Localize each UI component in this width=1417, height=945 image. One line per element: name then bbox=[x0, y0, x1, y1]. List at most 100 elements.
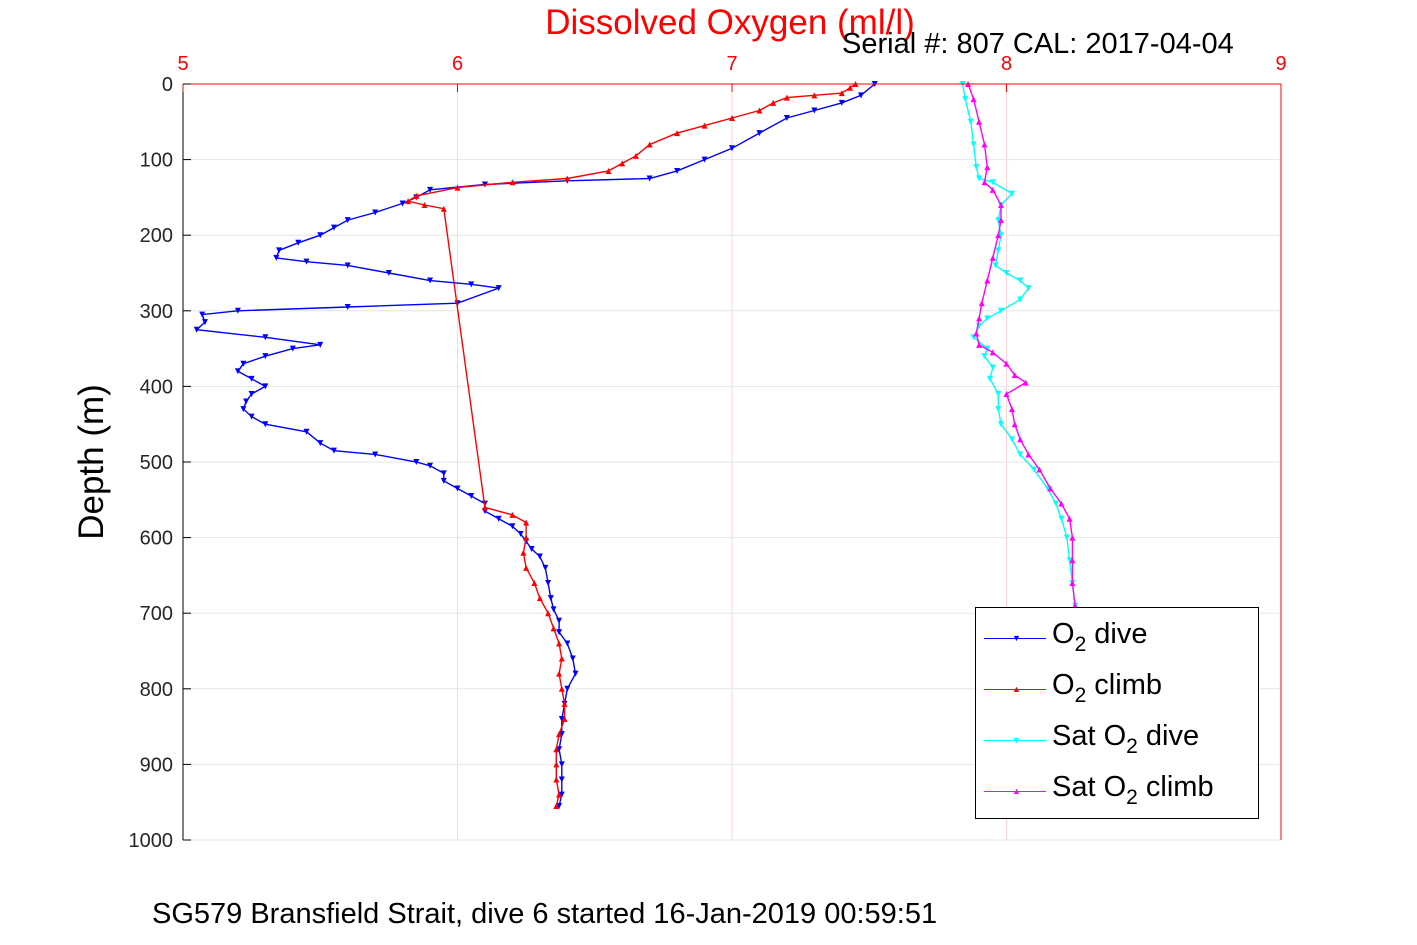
series-line bbox=[961, 83, 1076, 606]
data-point bbox=[262, 421, 269, 428]
data-point bbox=[1058, 515, 1065, 522]
data-point bbox=[1025, 285, 1032, 292]
data-point bbox=[962, 96, 969, 103]
data-point bbox=[1017, 436, 1024, 443]
data-point bbox=[344, 304, 351, 311]
data-point bbox=[421, 201, 428, 208]
data-point bbox=[561, 700, 568, 707]
data-point bbox=[1069, 579, 1076, 586]
data-point bbox=[553, 802, 560, 809]
data-point bbox=[468, 281, 475, 288]
data-point bbox=[981, 179, 988, 186]
data-point bbox=[536, 595, 543, 602]
data-point bbox=[276, 247, 283, 254]
y-tick-label: 700 bbox=[140, 603, 173, 625]
data-point bbox=[605, 167, 612, 174]
data-point bbox=[240, 360, 247, 367]
data-point bbox=[372, 209, 379, 216]
data-point bbox=[756, 130, 763, 137]
data-point bbox=[240, 406, 247, 413]
data-point bbox=[632, 152, 639, 159]
data-point bbox=[558, 761, 565, 768]
data-point bbox=[243, 398, 250, 405]
data-point bbox=[998, 201, 1005, 208]
x-tick-label: 8 bbox=[1001, 53, 1012, 75]
data-point bbox=[970, 96, 977, 103]
data-point bbox=[385, 270, 392, 276]
data-point bbox=[998, 217, 1005, 224]
y-tick-label: 300 bbox=[140, 301, 173, 323]
data-point bbox=[995, 247, 1002, 254]
data-point bbox=[523, 534, 530, 541]
data-point bbox=[1003, 390, 1010, 397]
data-point bbox=[1036, 466, 1043, 473]
data-point bbox=[989, 349, 996, 356]
data-point bbox=[967, 118, 974, 125]
data-point bbox=[970, 141, 977, 148]
legend-label: Sat O2 dive bbox=[1052, 720, 1200, 758]
data-point bbox=[729, 115, 735, 122]
chart-title: Dissolved Oxygen (ml/l) bbox=[545, 3, 915, 42]
legend-label: O2 dive bbox=[1052, 618, 1148, 656]
legend-label: O2 climb bbox=[1052, 669, 1162, 707]
data-point bbox=[995, 217, 1002, 224]
triangle-up-icon: ▲ bbox=[1012, 786, 1021, 796]
y-tick-label: 900 bbox=[140, 754, 173, 776]
y-axis-label: Depth (m) bbox=[72, 384, 111, 540]
data-point bbox=[234, 307, 241, 314]
chart-axes: 5 6 7 8 9 0 100 200 300 400 500 600 700 800 900 1000 bbox=[129, 53, 1287, 852]
serial-annotation: Serial #: 807 CAL: 2017-04-04 bbox=[842, 28, 1234, 60]
data-point bbox=[984, 164, 991, 171]
data-point bbox=[847, 84, 854, 91]
data-point bbox=[1003, 270, 1010, 276]
data-point bbox=[440, 205, 447, 212]
data-point bbox=[528, 545, 535, 552]
data-point bbox=[330, 224, 337, 231]
data-point bbox=[976, 175, 983, 182]
data-point bbox=[1069, 557, 1076, 564]
legend-line bbox=[984, 740, 1046, 741]
data-point bbox=[427, 277, 434, 284]
data-point bbox=[289, 345, 296, 352]
data-point bbox=[973, 330, 980, 337]
y-tick-label: 200 bbox=[140, 225, 173, 247]
data-point bbox=[995, 406, 1002, 413]
data-point bbox=[440, 470, 447, 477]
data-point bbox=[987, 375, 994, 382]
legend-label: Sat O2 climb bbox=[1052, 771, 1214, 809]
data-point bbox=[564, 175, 571, 182]
data-point bbox=[413, 192, 420, 199]
data-point bbox=[1011, 421, 1018, 428]
x-tick-label: 5 bbox=[177, 53, 188, 75]
data-point bbox=[1008, 190, 1015, 197]
legend-line bbox=[984, 689, 1046, 690]
data-point bbox=[989, 186, 996, 193]
data-point bbox=[811, 107, 818, 114]
data-point bbox=[1025, 451, 1032, 458]
data-point bbox=[981, 141, 988, 148]
y-tick-label: 0 bbox=[162, 74, 173, 96]
data-point bbox=[992, 262, 999, 269]
legend-item-o2-climb: ▲ O2 climb bbox=[984, 663, 1254, 713]
data-point bbox=[701, 122, 708, 129]
data-point bbox=[523, 519, 530, 526]
data-point bbox=[520, 549, 527, 556]
data-point bbox=[838, 90, 845, 97]
series-line bbox=[406, 83, 856, 807]
y-tick-label: 800 bbox=[140, 679, 173, 701]
data-point bbox=[545, 579, 552, 586]
data-point bbox=[981, 353, 988, 360]
data-point bbox=[984, 277, 991, 284]
data-point bbox=[558, 655, 565, 662]
data-point bbox=[553, 776, 560, 783]
data-point bbox=[556, 640, 563, 647]
data-point bbox=[262, 334, 269, 341]
legend-item-sat-o2-dive: ▼ Sat O2 dive bbox=[984, 714, 1254, 764]
data-point bbox=[550, 606, 557, 613]
data-point bbox=[317, 440, 324, 447]
data-point bbox=[248, 413, 255, 420]
data-point bbox=[553, 746, 560, 753]
data-point bbox=[295, 239, 302, 246]
data-point bbox=[405, 198, 412, 205]
data-point bbox=[481, 504, 488, 511]
